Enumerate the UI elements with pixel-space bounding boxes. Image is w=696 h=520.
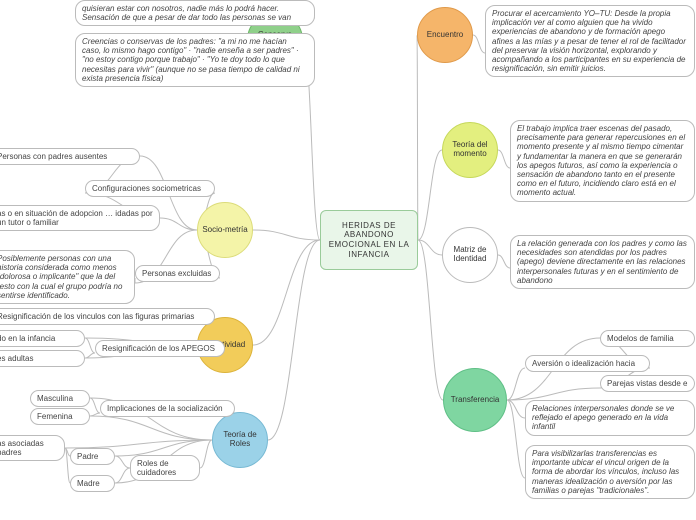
branch-transfer[interactable]: Transferencia [443,368,507,432]
branch-socio[interactable]: Socio-metría [197,202,253,258]
leaf-l_tr_rel[interactable]: Relaciones interpersonales donde se ve r… [525,400,695,436]
leaf-l_soc_adop-text: as o en situación de adopcion … idadas p… [0,209,153,227]
center-topic[interactable]: HERIDAS DE ABANDONO EMOCIONAL EN LA INFA… [320,210,418,270]
mindmap-stage: HERIDAS DE ABANDONO EMOCIONAL EN LA INFA… [0,0,696,520]
leaf-l_soc_adop[interactable]: as o en situación de adopcion … idadas p… [0,205,160,231]
leaf-l_conserva2[interactable]: Creencias o conservas de los padres: "a … [75,33,315,87]
leaf-l_rol_impl-text: Implicaciones de la socialización [107,404,223,413]
leaf-l_soc_hist-text: Posiblemente personas con una historia c… [0,254,122,300]
leaf-l_rol_f-text: Femenina [37,412,73,421]
leaf-l_soc_aus-text: Personas con padres ausentes [0,152,107,161]
leaf-l_conserva1[interactable]: quisieran estar con nosotros, nadie más … [75,0,315,26]
leaf-l_enc1-text: Procurar el acercamiento YO–TU: Desde la… [492,9,686,73]
leaf-l_soc_exc-text: Personas excluidas [142,269,211,278]
leaf-l_tr_rel-text: Relaciones interpersonales donde se ve r… [532,404,674,431]
branch-roles-label: Teoría de Roles [217,431,263,449]
leaf-l_rol_as-text: as asociadas padres [0,439,44,457]
leaf-l_rol_m-text: Masculina [37,394,73,403]
leaf-l_cre2b-text: es adultas [0,354,33,363]
leaf-l_tr_vis-text: Para visibilizarlas transferencias es im… [532,449,679,495]
leaf-l_soc_conf-text: Configuraciones sociometricas [92,184,201,193]
leaf-l_soc_hist[interactable]: Posiblemente personas con una historia c… [0,250,135,304]
leaf-l_rol_cuid-text: Roles de cuidadores [137,459,176,477]
branch-teoria_mom-label: Teoría del momento [447,141,493,159]
leaf-l_cre1-text: Resignificación de los vinculos con las … [0,312,194,321]
leaf-l_cre2-text: Resignificación de los APEGOS [102,344,215,353]
leaf-l_cre1[interactable]: Resignificación de los vinculos con las … [0,308,215,325]
branch-encuentro[interactable]: Encuentro [417,7,473,63]
branch-transfer-label: Transferencia [451,396,500,405]
leaf-l_soc_exc[interactable]: Personas excluidas [135,265,220,282]
leaf-l_tr_vis[interactable]: Para visibilizarlas transferencias es im… [525,445,695,499]
branch-teoria_mom[interactable]: Teoría del momento [442,122,498,178]
leaf-l_tr_av-text: Aversión o idealización hacia [532,359,635,368]
leaf-l_cre2a[interactable]: do en la infancia [0,330,85,347]
leaf-l_soc_conf[interactable]: Configuraciones sociometricas [85,180,215,197]
leaf-l_mom1[interactable]: El trabajo implica traer escenas del pas… [510,120,695,202]
branch-socio-label: Socio-metría [202,226,247,235]
leaf-l_rol_ma-text: Madre [77,479,100,488]
branch-roles[interactable]: Teoría de Roles [212,412,268,468]
center-topic-label: HERIDAS DE ABANDONO EMOCIONAL EN LA INFA… [327,221,411,259]
leaf-l_mat1-text: La relación generada con los padres y co… [517,239,687,285]
branch-encuentro-label: Encuentro [427,31,463,40]
leaf-l_rol_ma[interactable]: Madre [70,475,115,492]
leaf-l_conserva2-text: Creencias o conservas de los padres: "a … [82,37,300,83]
leaf-l_tr_par[interactable]: Parejas vistas desde e [600,375,695,392]
leaf-l_cre2a-text: do en la infancia [0,334,55,343]
leaf-l_mom1-text: El trabajo implica traer escenas del pas… [517,124,685,197]
leaf-l_tr_mod-text: Modelos de familia [607,334,674,343]
leaf-l_tr_mod[interactable]: Modelos de familia [600,330,695,347]
leaf-l_enc1[interactable]: Procurar el acercamiento YO–TU: Desde la… [485,5,695,77]
leaf-l_rol_as[interactable]: as asociadas padres [0,435,65,461]
leaf-l_cre2b[interactable]: es adultas [0,350,85,367]
leaf-l_rol_m[interactable]: Masculina [30,390,90,407]
leaf-l_rol_cuid[interactable]: Roles de cuidadores [130,455,200,481]
branch-matriz-label: Matriz de Identidad [447,246,493,264]
leaf-l_rol_f[interactable]: Femenina [30,408,90,425]
leaf-l_tr_av[interactable]: Aversión o idealización hacia [525,355,650,372]
leaf-l_mat1[interactable]: La relación generada con los padres y co… [510,235,695,289]
leaf-l_soc_aus[interactable]: Personas con padres ausentes [0,148,140,165]
branch-matriz[interactable]: Matriz de Identidad [442,227,498,283]
leaf-l_rol_impl[interactable]: Implicaciones de la socialización [100,400,235,417]
leaf-l_cre2[interactable]: Resignificación de los APEGOS [95,340,225,357]
leaf-l_rol_p[interactable]: Padre [70,448,115,465]
leaf-l_tr_par-text: Parejas vistas desde e [607,379,688,388]
leaf-l_rol_p-text: Padre [77,452,98,461]
leaf-l_conserva1-text: quisieran estar con nosotros, nadie más … [82,4,291,22]
